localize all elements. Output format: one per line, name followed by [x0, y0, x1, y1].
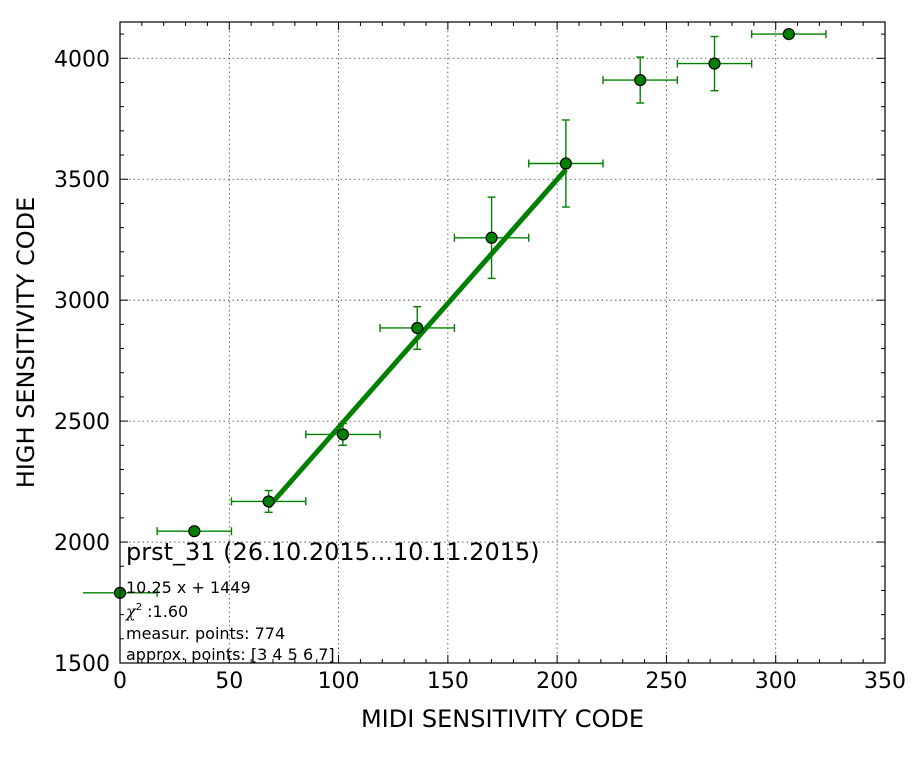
tick-labels: 0 50 100 150 200 250 300 350 1500 2000 2500 3000 350… — [54, 47, 906, 694]
data-point — [188, 525, 201, 538]
y-tick-label: 2000 — [54, 531, 110, 556]
y-tick-label: 3000 — [54, 289, 110, 314]
chi2-superscript: 2 — [136, 602, 142, 613]
y-tick-label: 1500 — [54, 652, 110, 677]
annotation-title: prst_31 (26.10.2015...10.11.2015) — [126, 538, 540, 566]
y-axis-label: HIGH SENSITIVITY CODE — [12, 197, 40, 489]
annotation-measur-points: measur. points: 774 — [126, 624, 285, 643]
x-tick-label: 300 — [755, 669, 797, 694]
data-points — [113, 27, 795, 599]
x-tick-label: 200 — [536, 669, 578, 694]
data-point — [262, 495, 275, 508]
x-tick-label: 0 — [113, 669, 127, 694]
x-tick-label: 250 — [645, 669, 687, 694]
x-axis-label: MIDI SENSITIVITY CODE — [361, 705, 644, 733]
y-tick-label: 2500 — [54, 410, 110, 435]
annotation-block: prst_31 (26.10.2015...10.11.2015) 10.25 … — [125, 538, 540, 664]
chi2-value: :1.60 — [142, 602, 188, 621]
ticks — [119, 22, 886, 664]
annotation-chi2: χ2 :1.60 — [125, 602, 188, 621]
data-point — [782, 27, 795, 41]
data-point — [485, 231, 498, 244]
data-point — [634, 73, 647, 87]
data-point — [708, 57, 721, 70]
grid — [120, 22, 885, 663]
x-tick-label: 50 — [215, 669, 243, 694]
error-bars — [82, 30, 827, 597]
x-tick-label: 350 — [864, 669, 906, 694]
x-tick-label: 150 — [427, 669, 469, 694]
y-tick-label: 4000 — [54, 47, 110, 72]
y-tick-label: 3500 — [54, 168, 110, 193]
plot-frame — [119, 21, 886, 664]
data-point — [336, 428, 350, 441]
annotation-approx-points: approx. points: [3 4 5 6 7] — [126, 645, 335, 664]
data-point — [559, 157, 572, 170]
x-tick-label: 100 — [318, 669, 360, 694]
annotation-fit-equation: 10.25 x + 1449 — [126, 578, 251, 597]
chi2-symbol: χ — [125, 602, 137, 621]
data-point — [411, 321, 424, 335]
